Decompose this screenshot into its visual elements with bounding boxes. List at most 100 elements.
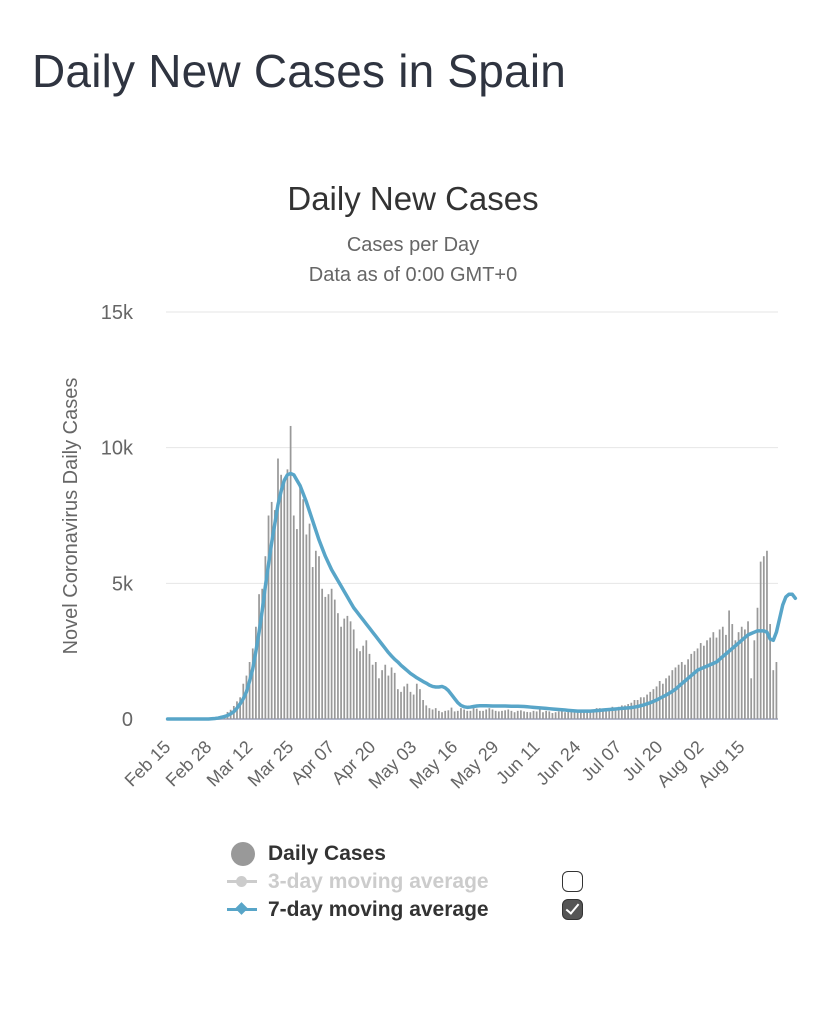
daily-cases-bar: [674, 667, 677, 719]
daily-cases-bar: [523, 711, 525, 719]
daily-cases-bar: [337, 613, 339, 719]
daily-cases-bar: [545, 710, 548, 719]
daily-cases-bar: [343, 618, 346, 719]
daily-cases-bar: [608, 708, 611, 719]
daily-cases-bar: [327, 594, 330, 719]
daily-cases-bar: [586, 710, 589, 719]
daily-cases-bar: [554, 712, 557, 719]
3-day-average-checkbox[interactable]: [562, 871, 583, 892]
daily-cases-bar: [318, 556, 320, 719]
y-tick-label: 5k: [112, 573, 134, 595]
page-title: Daily New Cases in Spain: [32, 45, 567, 97]
daily-cases-bar: [280, 474, 283, 719]
daily-cases-bar: [425, 705, 428, 719]
x-tick-label: Jun 11: [492, 737, 543, 788]
daily-cases-bar: [750, 678, 753, 719]
daily-cases-bar: [422, 700, 424, 719]
daily-cases-bar: [646, 694, 648, 719]
daily-cases-bar: [248, 662, 251, 719]
daily-cases-bar: [573, 710, 576, 719]
daily-cases-bar: [731, 624, 734, 719]
daily-cases-bar: [409, 691, 412, 719]
daily-cases-bar: [390, 667, 393, 719]
daily-cases-bar: [314, 550, 317, 719]
legend-item-daily-cases[interactable]: Daily Cases: [224, 840, 604, 868]
daily-cases-bar: [747, 621, 749, 719]
daily-cases-bar: [721, 626, 724, 719]
daily-cases-bar: [497, 711, 500, 719]
x-tick-label: Mar 25: [244, 737, 298, 791]
daily-cases-bar: [460, 708, 462, 719]
daily-cases-bar: [677, 664, 680, 719]
daily-cases-bar: [684, 664, 686, 719]
daily-cases-bar: [535, 711, 538, 719]
daily-cases-bar: [270, 501, 273, 719]
daily-cases-bar: [245, 675, 248, 719]
daily-cases-bar: [567, 711, 570, 719]
y-axis-title: Novel Coronavirus Daily Cases: [60, 378, 82, 655]
daily-cases-bar: [475, 708, 478, 719]
daily-cases-bar: [431, 709, 434, 719]
daily-cases-bar: [652, 689, 655, 719]
daily-cases-bar: [371, 664, 374, 719]
daily-cases-bar: [696, 648, 699, 719]
chart-subtitle: Cases per Day: [347, 234, 479, 256]
daily-cases-bar: [633, 700, 636, 719]
daily-cases-bar: [740, 626, 743, 719]
daily-cases-bar: [532, 710, 535, 719]
daily-cases-bar: [479, 710, 481, 719]
daily-cases-bar: [501, 710, 503, 719]
legend-label-daily-cases: Daily Cases: [268, 842, 386, 865]
daily-cases-bar: [655, 686, 658, 719]
7-day-average-legend-icon: [224, 896, 260, 924]
legend-label-7-day-average: 7-day moving average: [268, 898, 489, 921]
legend-item-3-day-average[interactable]: 3-day moving average: [224, 868, 604, 896]
daily-cases-bar: [311, 567, 314, 719]
x-tick-label: Aug 15: [694, 737, 748, 791]
chart-title: Daily New Cases: [287, 180, 538, 217]
daily-cases-bar: [488, 708, 491, 719]
daily-cases-bar: [466, 710, 469, 719]
daily-cases-bar: [286, 469, 289, 719]
daily-cases-bar: [728, 610, 730, 719]
x-tick-label: Jun 24: [532, 737, 584, 789]
daily-cases-bar: [255, 626, 257, 719]
daily-cases-bar: [378, 678, 380, 719]
daily-cases-bar: [412, 694, 415, 719]
daily-cases-bar: [482, 710, 484, 719]
daily-cases-bar: [551, 713, 554, 719]
daily-cases-bar: [453, 711, 456, 719]
x-tick-label: Apr 07: [287, 737, 339, 789]
daily-cases-bar: [598, 708, 601, 719]
daily-cases-bar: [718, 629, 721, 719]
daily-cases-bar: [387, 675, 390, 719]
daily-cases-bar: [671, 670, 674, 719]
daily-cases-bar: [444, 710, 447, 719]
daily-cases-bar: [441, 712, 443, 719]
daily-cases-bar: [355, 648, 358, 719]
daily-cases-bar: [772, 670, 775, 719]
daily-cases-bar: [510, 710, 513, 719]
daily-cases-bar: [485, 709, 488, 719]
moving-average-lines: [165, 471, 798, 721]
daily-cases-bar: [538, 709, 541, 719]
daily-cases-bar: [406, 683, 409, 719]
daily-cases-bar: [712, 632, 715, 719]
daily-cases-bar: [744, 629, 746, 719]
7-day-average-line: [165, 471, 798, 721]
daily-cases-bar: [592, 709, 595, 719]
daily-cases-bar: [251, 648, 254, 719]
daily-cases-bar: [308, 523, 311, 719]
daily-cases-bar: [469, 710, 472, 719]
daily-cases-bar: [472, 708, 475, 719]
daily-cases-bar: [734, 640, 737, 719]
daily-cases-bar: [520, 710, 522, 719]
daily-cases-bar: [725, 634, 727, 719]
daily-cases-bar: [403, 686, 406, 719]
legend-item-7-day-average[interactable]: 7-day moving average: [224, 896, 604, 924]
7-day-average-checkbox[interactable]: [562, 899, 583, 920]
daily-cases-bar: [661, 683, 664, 719]
daily-cases-bar: [737, 632, 740, 719]
daily-cases-bar: [333, 599, 336, 719]
